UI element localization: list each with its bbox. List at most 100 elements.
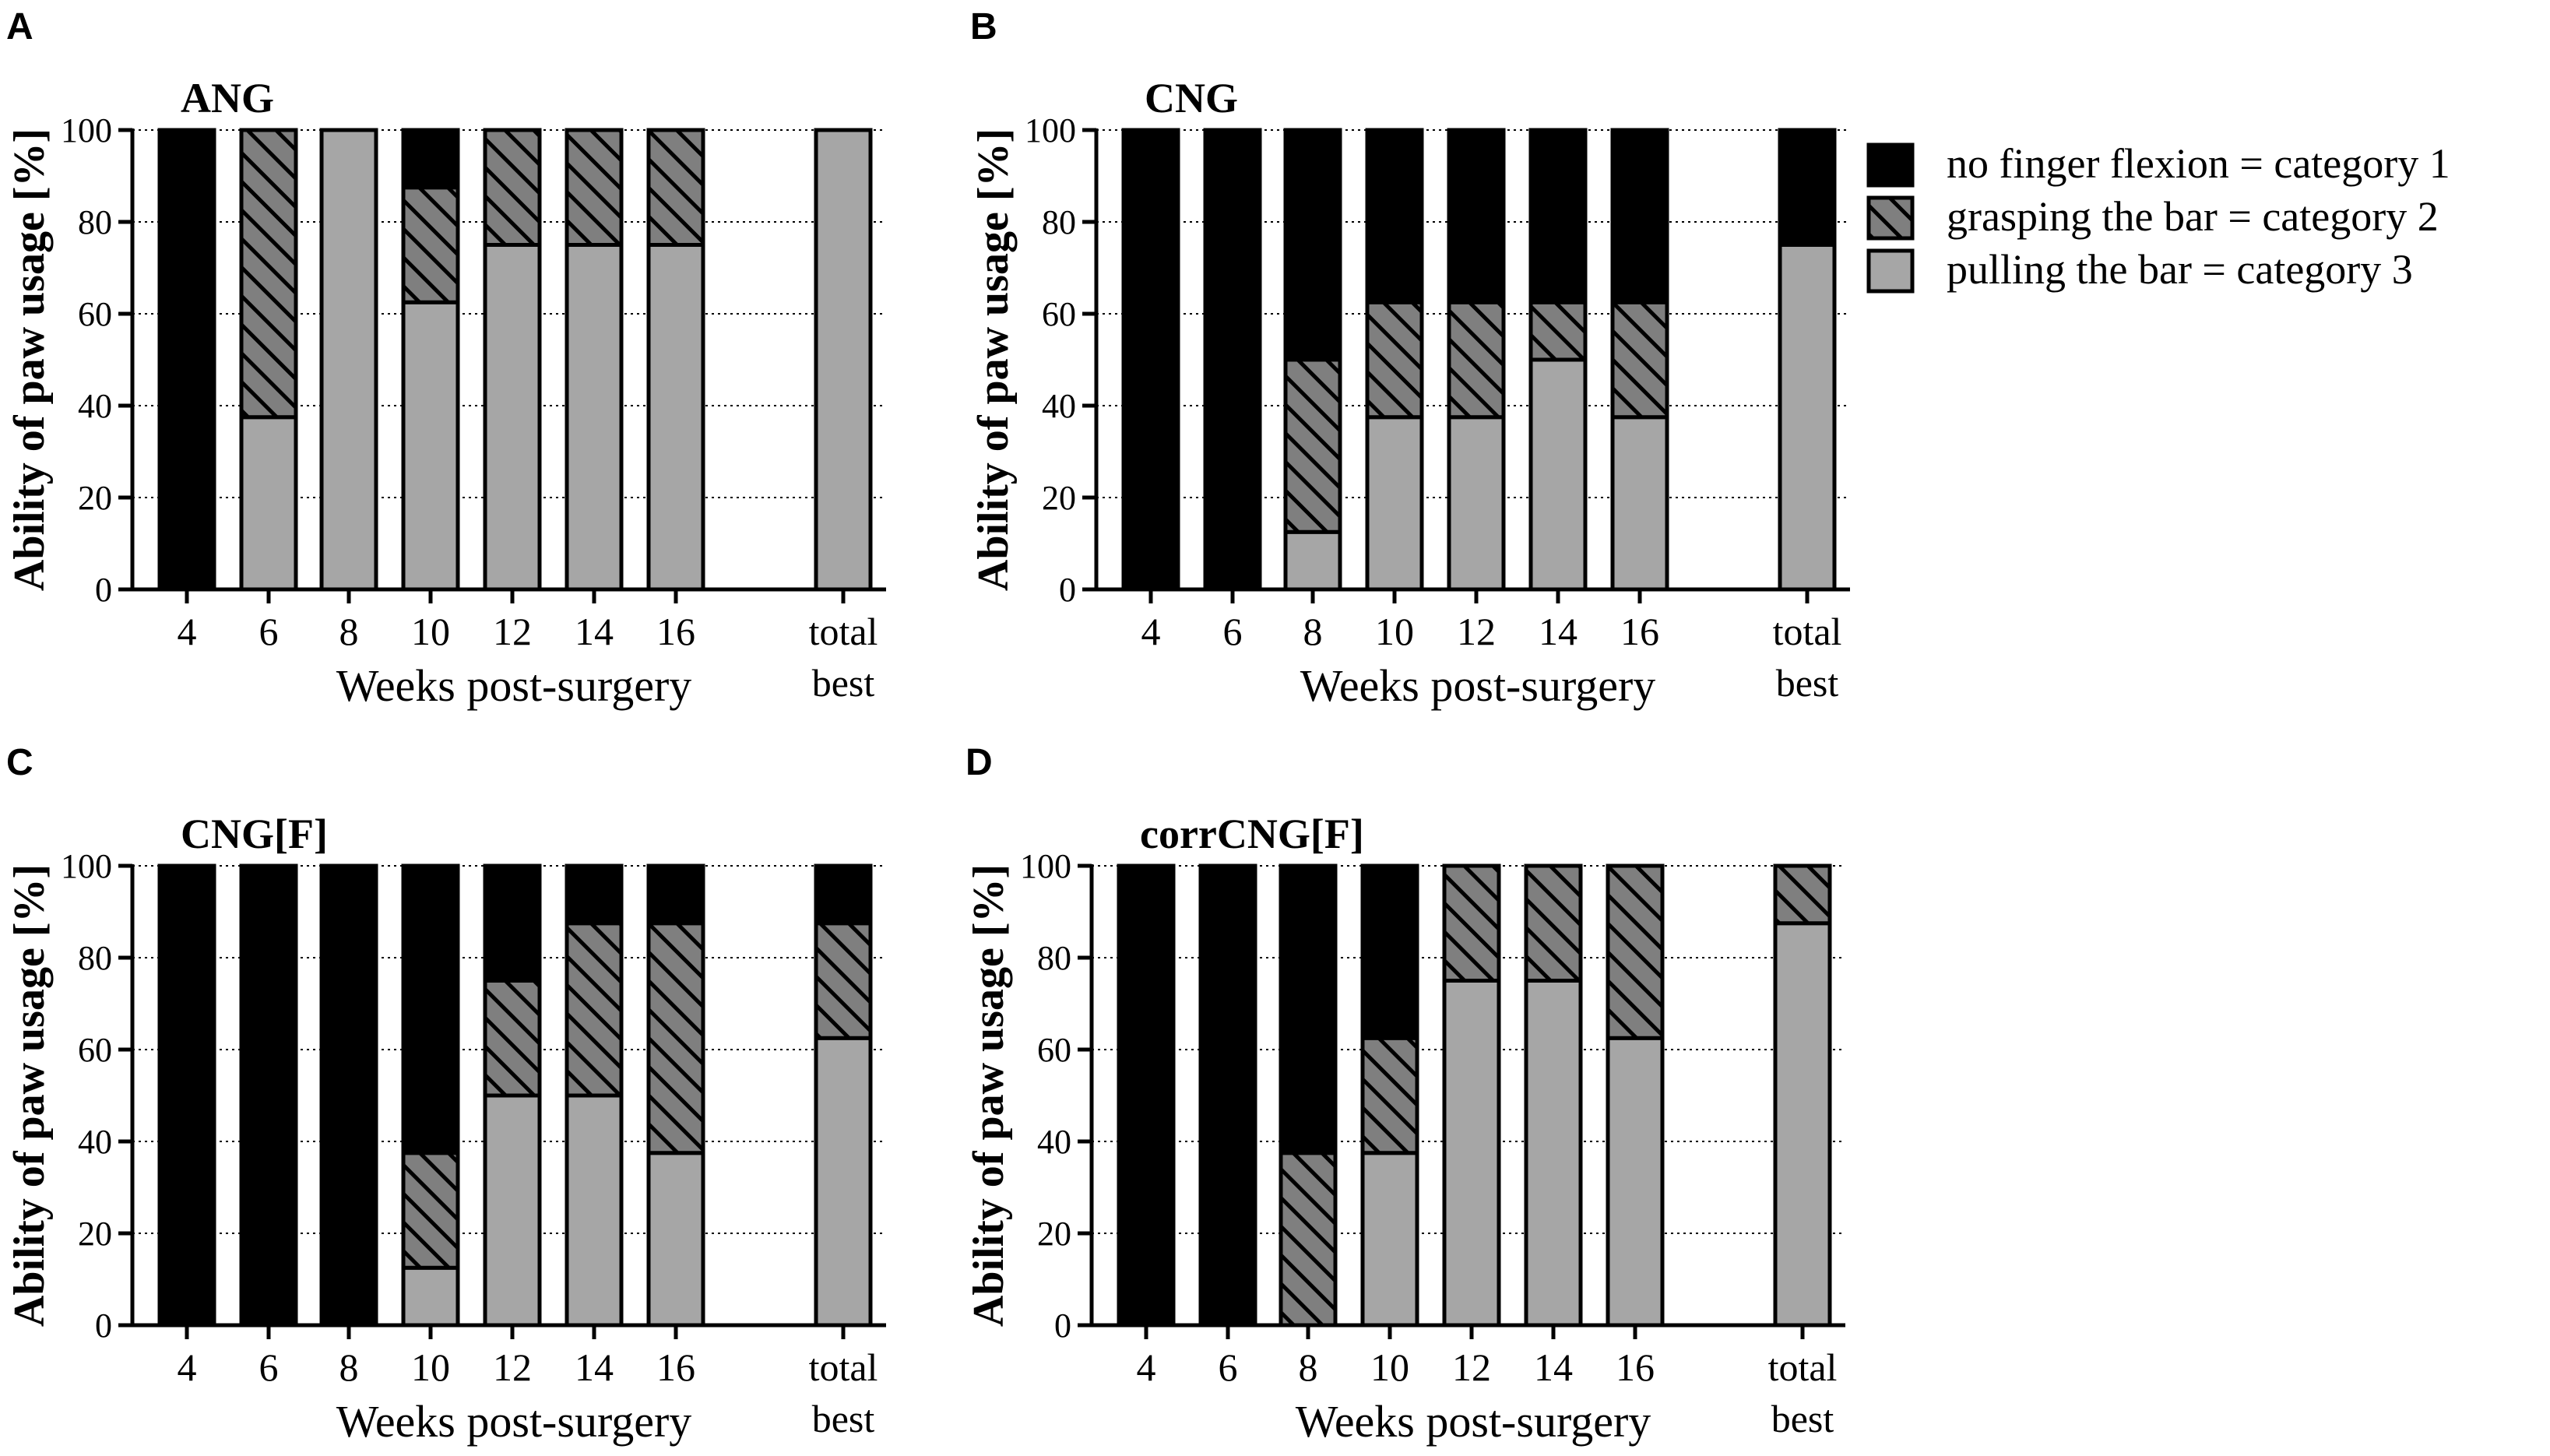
y-axis-title: Ability of paw usage [%] (965, 864, 1013, 1327)
bar-segment (401, 300, 460, 592)
y-tick-label: 0 (1054, 1307, 1071, 1345)
x-tick-label: 6 (259, 1345, 279, 1389)
x-tick-label: 10 (411, 1345, 450, 1389)
x-tick-label: best (1776, 661, 1839, 705)
bar-segment (483, 1093, 542, 1328)
x-tick-label: 8 (1299, 1345, 1318, 1389)
bar-segment (1447, 415, 1506, 592)
x-tick-label: 8 (1303, 610, 1323, 653)
bar-segment (646, 1151, 705, 1328)
bar-segment (483, 863, 542, 983)
bar-segment (814, 921, 873, 1040)
y-tick-label: 20 (78, 1215, 112, 1253)
chart-panel-c: C CNG[F] 0 20 40 60 80 100 4 6 8 10 12 14 16 total best W… (5, 742, 886, 1447)
bar-segment (565, 128, 624, 247)
x-tick-label: 4 (178, 1345, 197, 1389)
x-tick-label: 4 (1137, 1345, 1156, 1389)
bar-segment (157, 128, 216, 592)
bar-segment (1610, 300, 1669, 420)
bar-segment (1117, 863, 1176, 1328)
bar-segment (1360, 863, 1419, 1040)
y-axis-title: Ability of paw usage [%] (5, 128, 54, 591)
y-tick-label: 60 (1037, 1031, 1071, 1069)
bar-segment (1283, 529, 1342, 592)
y-tick-label: 0 (95, 1307, 112, 1345)
bar-segment (565, 921, 624, 1098)
x-tick-label: 16 (656, 610, 695, 653)
panel-letter: D (965, 742, 993, 783)
x-tick-label: total (809, 1345, 878, 1389)
x-tick-label: 4 (1141, 610, 1161, 653)
y-tick-label: 0 (95, 571, 112, 609)
bar-segment (1528, 128, 1588, 304)
bar-segment (1528, 357, 1588, 592)
x-tick-label: 16 (1620, 610, 1659, 653)
panel-letter: C (6, 742, 33, 783)
y-axis-title: Ability of paw usage [%] (969, 128, 1018, 591)
bar-segment (1365, 415, 1424, 592)
bar-segment (1524, 863, 1583, 983)
bar-segment (814, 128, 873, 592)
bar-segment (401, 1151, 460, 1270)
bar-segment (1442, 979, 1501, 1328)
bar-segment (814, 863, 873, 926)
bar-segment (1360, 1151, 1419, 1328)
bar-segment (401, 185, 460, 304)
x-tick-label: 12 (1452, 1345, 1491, 1389)
y-tick-label: 100 (61, 847, 112, 885)
bar-segment (1203, 128, 1262, 592)
bar-segment (483, 243, 542, 592)
y-tick-label: 80 (1037, 939, 1071, 977)
chart-panel-a: A ANG 0 20 40 60 80 100 4 6 8 10 12 14 16 total best Week… (5, 6, 886, 711)
y-axis-title: Ability of paw usage [%] (5, 864, 54, 1327)
bar-segment (1610, 415, 1669, 592)
y-tick-label: 80 (78, 203, 112, 241)
x-tick-label: total (1768, 1345, 1838, 1389)
x-tick-label: 14 (575, 610, 614, 653)
x-axis-title: Weeks post-surgery (1296, 1396, 1651, 1447)
x-tick-label: 10 (411, 610, 450, 653)
bar-segment (239, 415, 298, 592)
y-tick-label: 40 (78, 387, 112, 425)
x-tick-label: 14 (1534, 1345, 1573, 1389)
x-axis-title: Weeks post-surgery (336, 1396, 692, 1447)
x-tick-label: 6 (1219, 1345, 1238, 1389)
bar-segment (401, 128, 460, 190)
x-tick-label: best (1771, 1397, 1834, 1440)
bar-segment (1610, 128, 1669, 304)
bar-segment (1447, 300, 1506, 420)
bar-segment (646, 921, 705, 1155)
x-tick-label: 8 (339, 1345, 359, 1389)
x-tick-label: 14 (1539, 610, 1577, 653)
bar-segment (157, 863, 216, 1328)
bar-segment (1773, 921, 1832, 1328)
y-tick-label: 0 (1059, 571, 1076, 609)
bar-segment (1606, 1036, 1665, 1328)
bar-segment (239, 128, 298, 420)
legend-label: no finger flexion = category 1 (1947, 140, 2450, 187)
bar-segment (1524, 979, 1583, 1328)
chart-title: CNG[F] (181, 811, 328, 857)
legend-label: grasping the bar = category 2 (1947, 193, 2439, 240)
x-tick-label: best (812, 1397, 875, 1440)
bar-segment (814, 1036, 873, 1328)
y-tick-label: 80 (1042, 203, 1076, 241)
y-tick-label: 60 (78, 1031, 112, 1069)
y-tick-label: 100 (61, 111, 112, 149)
y-tick-label: 20 (78, 479, 112, 517)
legend: no finger flexion = category 1 grasping t… (1866, 140, 2450, 294)
x-tick-label: 12 (493, 610, 532, 653)
bar-segment (565, 243, 624, 592)
bar-segment (646, 243, 705, 592)
x-tick-label: 16 (1616, 1345, 1655, 1389)
bar-segment (401, 863, 460, 1155)
bar-segment (401, 1265, 460, 1328)
x-axis-title: Weeks post-surgery (336, 660, 692, 711)
chart-panel-b: B CNG 0 20 40 60 80 100 4 6 8 10 12 14 16 total best Week… (969, 6, 1850, 711)
bar-segment (1442, 863, 1501, 983)
x-axis-title: Weeks post-surgery (1300, 660, 1656, 711)
y-tick-label: 60 (78, 295, 112, 333)
legend-label: pulling the bar = category 3 (1947, 246, 2413, 293)
x-tick-label: 10 (1370, 1345, 1409, 1389)
